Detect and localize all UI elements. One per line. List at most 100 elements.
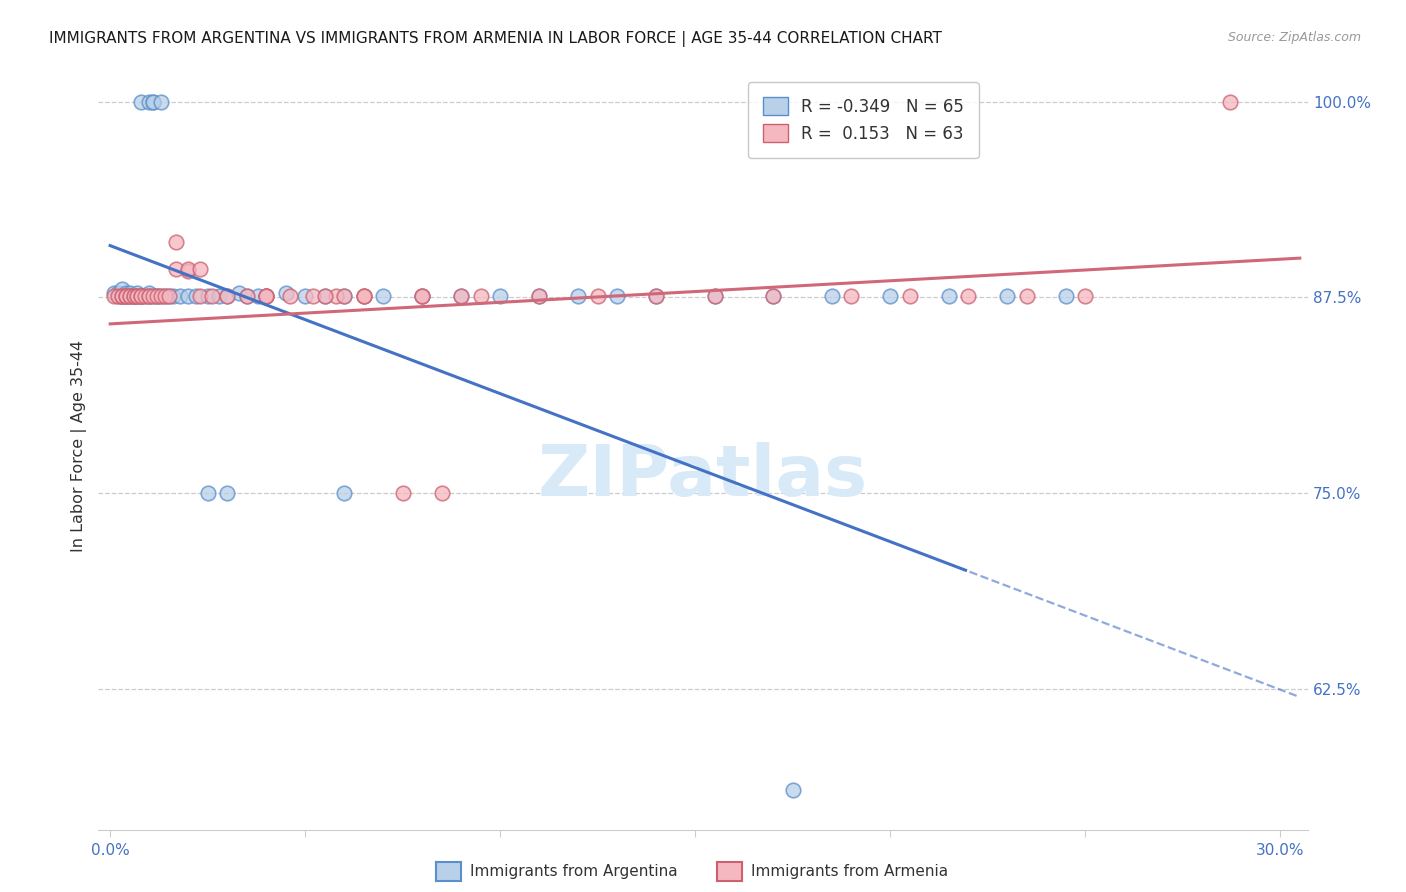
Point bbox=[294, 289, 316, 303]
Point bbox=[188, 289, 211, 303]
Point bbox=[157, 289, 180, 303]
Point bbox=[278, 289, 301, 303]
Point bbox=[103, 289, 125, 303]
Point bbox=[142, 289, 165, 303]
Point bbox=[430, 486, 453, 500]
Point bbox=[645, 289, 668, 303]
Point bbox=[122, 289, 145, 303]
Point bbox=[703, 289, 725, 303]
Point bbox=[197, 486, 219, 500]
Point bbox=[127, 289, 149, 303]
Point bbox=[131, 289, 153, 303]
Point bbox=[527, 289, 550, 303]
Point bbox=[107, 285, 129, 300]
Point bbox=[208, 289, 231, 303]
Point bbox=[254, 289, 277, 303]
Point bbox=[138, 95, 160, 109]
Point bbox=[153, 289, 176, 303]
Point bbox=[957, 289, 980, 303]
Point bbox=[1015, 289, 1038, 303]
Point bbox=[391, 486, 413, 500]
Point bbox=[111, 289, 134, 303]
Point bbox=[353, 289, 375, 303]
Point bbox=[134, 289, 156, 303]
Point bbox=[146, 289, 169, 303]
Point bbox=[606, 289, 628, 303]
Point bbox=[162, 289, 184, 303]
Point bbox=[142, 95, 165, 109]
Point bbox=[200, 289, 222, 303]
Point bbox=[111, 289, 134, 303]
Point bbox=[114, 285, 136, 300]
Text: IMMIGRANTS FROM ARGENTINA VS IMMIGRANTS FROM ARMENIA IN LABOR FORCE | AGE 35-44 : IMMIGRANTS FROM ARGENTINA VS IMMIGRANTS … bbox=[49, 31, 942, 47]
Point bbox=[411, 289, 433, 303]
Point bbox=[138, 289, 160, 303]
Point bbox=[177, 289, 200, 303]
Point bbox=[122, 289, 145, 303]
Point bbox=[217, 289, 239, 303]
Point bbox=[586, 289, 609, 303]
Point bbox=[114, 289, 136, 303]
Point bbox=[235, 289, 257, 303]
Point bbox=[228, 285, 250, 300]
Point bbox=[235, 289, 257, 303]
Point bbox=[411, 289, 433, 303]
Point bbox=[177, 262, 200, 277]
Point bbox=[254, 289, 277, 303]
Point bbox=[138, 289, 160, 303]
Point bbox=[373, 289, 395, 303]
Point bbox=[114, 289, 136, 303]
Point bbox=[118, 289, 141, 303]
Point bbox=[149, 289, 172, 303]
Point bbox=[118, 289, 141, 303]
Point bbox=[782, 783, 804, 797]
Point bbox=[217, 486, 239, 500]
Text: ZIPatlas: ZIPatlas bbox=[538, 442, 868, 511]
Point bbox=[184, 289, 207, 303]
Point bbox=[274, 285, 297, 300]
Point bbox=[127, 285, 149, 300]
Point bbox=[153, 289, 176, 303]
Point bbox=[645, 289, 668, 303]
Point bbox=[131, 289, 153, 303]
Text: Immigrants from Argentina: Immigrants from Argentina bbox=[470, 864, 678, 879]
Point bbox=[333, 486, 356, 500]
Point bbox=[470, 289, 492, 303]
Point bbox=[197, 289, 219, 303]
Point bbox=[138, 289, 160, 303]
Point bbox=[131, 289, 153, 303]
Point bbox=[149, 289, 172, 303]
Point bbox=[703, 289, 725, 303]
Point bbox=[111, 289, 134, 303]
Point bbox=[127, 289, 149, 303]
Point bbox=[107, 289, 129, 303]
Point bbox=[353, 289, 375, 303]
Point bbox=[107, 289, 129, 303]
Point bbox=[527, 289, 550, 303]
Point bbox=[111, 289, 134, 303]
Point bbox=[103, 285, 125, 300]
Point bbox=[247, 289, 270, 303]
Point bbox=[142, 95, 165, 109]
Point bbox=[762, 289, 785, 303]
Point bbox=[122, 289, 145, 303]
Point bbox=[146, 289, 169, 303]
Point bbox=[111, 282, 134, 296]
Point bbox=[114, 289, 136, 303]
Point bbox=[165, 262, 187, 277]
Point bbox=[114, 289, 136, 303]
Point bbox=[169, 289, 191, 303]
Point bbox=[1219, 95, 1241, 109]
Point bbox=[314, 289, 336, 303]
Point bbox=[411, 289, 433, 303]
Point bbox=[450, 289, 472, 303]
Point bbox=[314, 289, 336, 303]
Point bbox=[118, 285, 141, 300]
Point bbox=[146, 289, 169, 303]
Point bbox=[1054, 289, 1077, 303]
Point bbox=[118, 289, 141, 303]
Point bbox=[188, 262, 211, 277]
Point bbox=[839, 289, 862, 303]
Point bbox=[333, 289, 356, 303]
Text: Source: ZipAtlas.com: Source: ZipAtlas.com bbox=[1227, 31, 1361, 45]
